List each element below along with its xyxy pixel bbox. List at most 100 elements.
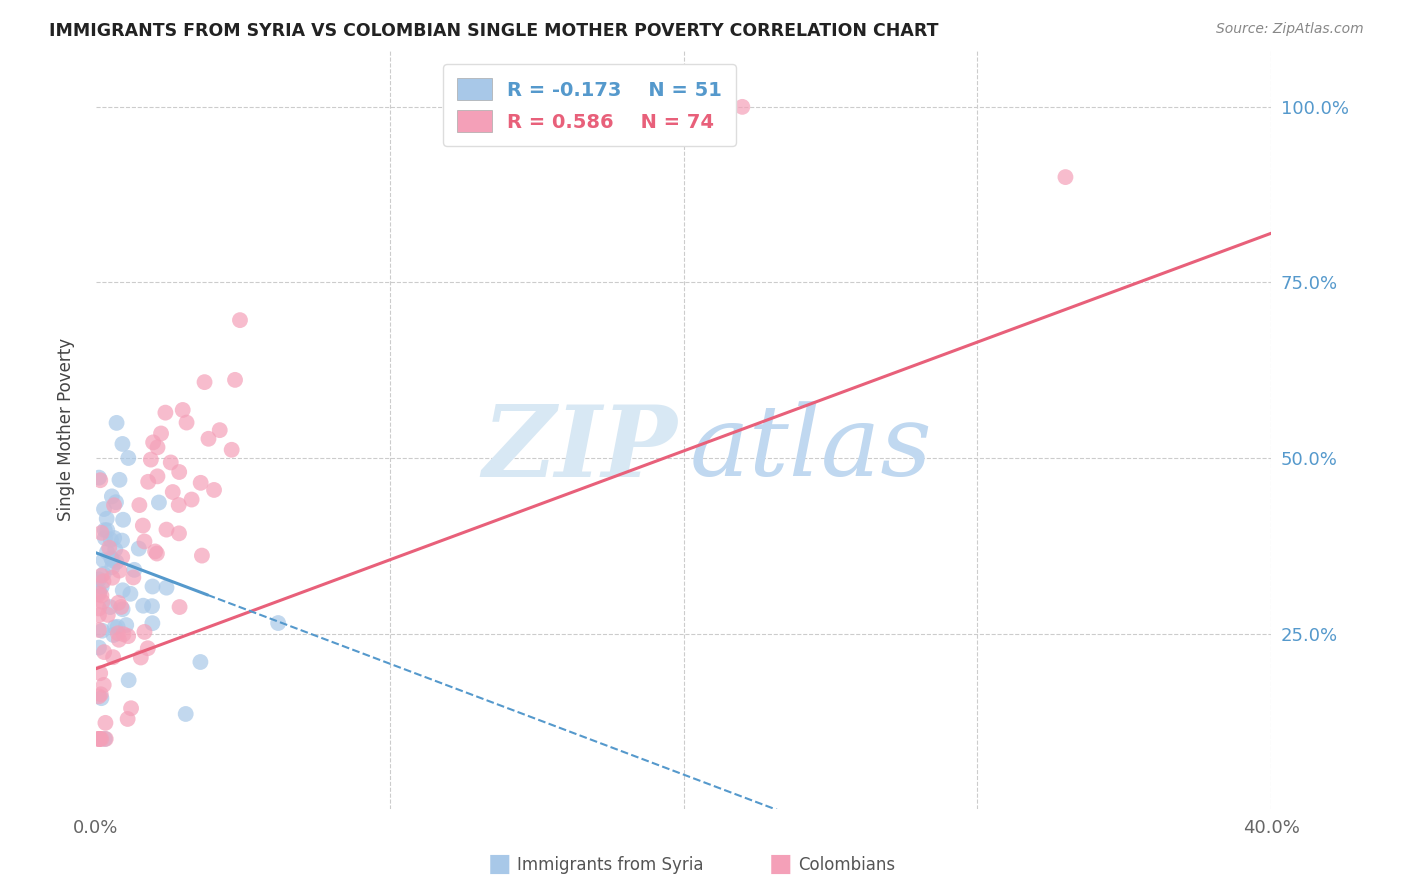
Point: [94, 731, 117, 746]
Point: [94, 715, 117, 730]
Point: [141, 580, 163, 594]
Point: [101, 571, 124, 585]
Point: [110, 599, 132, 614]
Point: [108, 473, 131, 487]
Point: [117, 673, 139, 688]
Point: [167, 498, 190, 512]
Point: [155, 523, 177, 537]
Point: [101, 553, 124, 567]
Point: [93, 574, 115, 589]
Point: [176, 416, 198, 430]
Text: Source: ZipAtlas.com: Source: ZipAtlas.com: [1216, 22, 1364, 37]
Point: [89, 473, 111, 487]
Text: ■: ■: [769, 852, 792, 876]
Point: [87, 731, 110, 746]
Point: [190, 475, 212, 490]
Point: [101, 489, 124, 503]
Point: [162, 485, 184, 500]
Text: atlas: atlas: [689, 401, 932, 497]
Point: [731, 100, 754, 114]
Point: [167, 526, 190, 541]
Point: [197, 432, 219, 446]
Point: [90, 568, 112, 582]
Point: [191, 549, 214, 563]
Point: [93, 645, 115, 659]
Point: [98, 600, 121, 615]
Point: [103, 498, 125, 512]
Point: [193, 375, 215, 389]
Point: [267, 615, 290, 630]
Point: [108, 564, 131, 578]
Point: [90, 731, 112, 746]
Point: [169, 600, 191, 615]
Point: [180, 492, 202, 507]
Point: [120, 587, 142, 601]
Y-axis label: Single Mother Poverty: Single Mother Poverty: [58, 338, 75, 522]
Point: [94, 731, 117, 746]
Point: [87, 731, 110, 746]
Point: [104, 495, 127, 509]
Point: [111, 549, 134, 564]
Point: [208, 423, 231, 437]
Text: Colombians: Colombians: [799, 856, 896, 874]
Point: [90, 580, 112, 594]
Point: [101, 650, 124, 665]
Point: [100, 533, 122, 547]
Point: [117, 712, 139, 726]
Point: [143, 544, 166, 558]
Point: [107, 626, 129, 640]
Point: [117, 629, 139, 643]
Point: [104, 620, 127, 634]
Point: [146, 469, 169, 483]
Point: [159, 455, 181, 469]
Point: [139, 452, 162, 467]
Point: [146, 547, 169, 561]
Point: [129, 650, 152, 665]
Point: [111, 583, 134, 598]
Point: [105, 416, 128, 430]
Point: [134, 534, 156, 549]
Point: [141, 616, 163, 631]
Point: [136, 641, 159, 656]
Point: [229, 313, 252, 327]
Point: [107, 620, 129, 634]
Point: [87, 607, 110, 622]
Point: [93, 502, 115, 516]
Point: [132, 518, 155, 533]
Text: ZIP: ZIP: [482, 401, 678, 497]
Point: [146, 440, 169, 454]
Point: [87, 573, 110, 587]
Point: [221, 442, 243, 457]
Point: [107, 596, 129, 610]
Point: [94, 523, 117, 537]
Point: [90, 691, 112, 706]
Point: [155, 581, 177, 595]
Point: [104, 542, 127, 557]
Point: [101, 560, 124, 574]
Point: [90, 525, 112, 540]
Point: [172, 403, 194, 417]
Point: [112, 513, 135, 527]
Point: [87, 623, 110, 637]
Point: [128, 541, 150, 556]
Point: [128, 498, 150, 512]
Point: [97, 607, 120, 622]
Point: [141, 599, 163, 614]
Point: [111, 602, 134, 616]
Point: [120, 701, 142, 715]
Point: [93, 566, 115, 581]
Point: [108, 632, 131, 647]
Point: [1054, 170, 1077, 185]
Point: [100, 551, 122, 566]
Point: [190, 655, 212, 669]
Point: [89, 666, 111, 681]
Point: [87, 470, 110, 484]
Text: IMMIGRANTS FROM SYRIA VS COLOMBIAN SINGLE MOTHER POVERTY CORRELATION CHART: IMMIGRANTS FROM SYRIA VS COLOMBIAN SINGL…: [49, 22, 939, 40]
Point: [96, 512, 118, 526]
Point: [117, 450, 139, 465]
Point: [89, 731, 111, 746]
Point: [136, 475, 159, 489]
Point: [87, 690, 110, 704]
Point: [124, 563, 146, 577]
Point: [103, 531, 125, 545]
